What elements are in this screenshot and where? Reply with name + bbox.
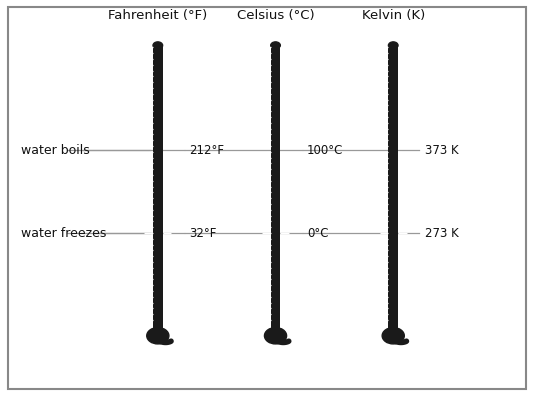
Circle shape <box>147 327 169 344</box>
Bar <box>388 45 398 322</box>
Text: 32°F: 32°F <box>189 227 217 240</box>
Text: 100°C: 100°C <box>307 144 343 157</box>
Text: Kelvin (K): Kelvin (K) <box>362 9 425 22</box>
Text: Fahrenheit (°F): Fahrenheit (°F) <box>108 9 208 22</box>
Circle shape <box>153 42 163 49</box>
Text: 212°F: 212°F <box>189 144 224 157</box>
Text: water freezes: water freezes <box>21 227 107 240</box>
Text: 0°C: 0°C <box>307 227 328 240</box>
Bar <box>153 45 163 322</box>
Circle shape <box>271 42 280 49</box>
Bar <box>271 322 280 336</box>
Bar <box>271 45 280 322</box>
Text: Celsius (°C): Celsius (°C) <box>236 9 315 22</box>
Text: 273 K: 273 K <box>425 227 458 240</box>
Circle shape <box>264 327 287 344</box>
Circle shape <box>382 327 404 344</box>
Circle shape <box>388 42 398 49</box>
Text: 373 K: 373 K <box>425 144 458 157</box>
Text: water boils: water boils <box>21 144 90 157</box>
Bar <box>388 322 398 336</box>
Bar <box>153 322 163 336</box>
